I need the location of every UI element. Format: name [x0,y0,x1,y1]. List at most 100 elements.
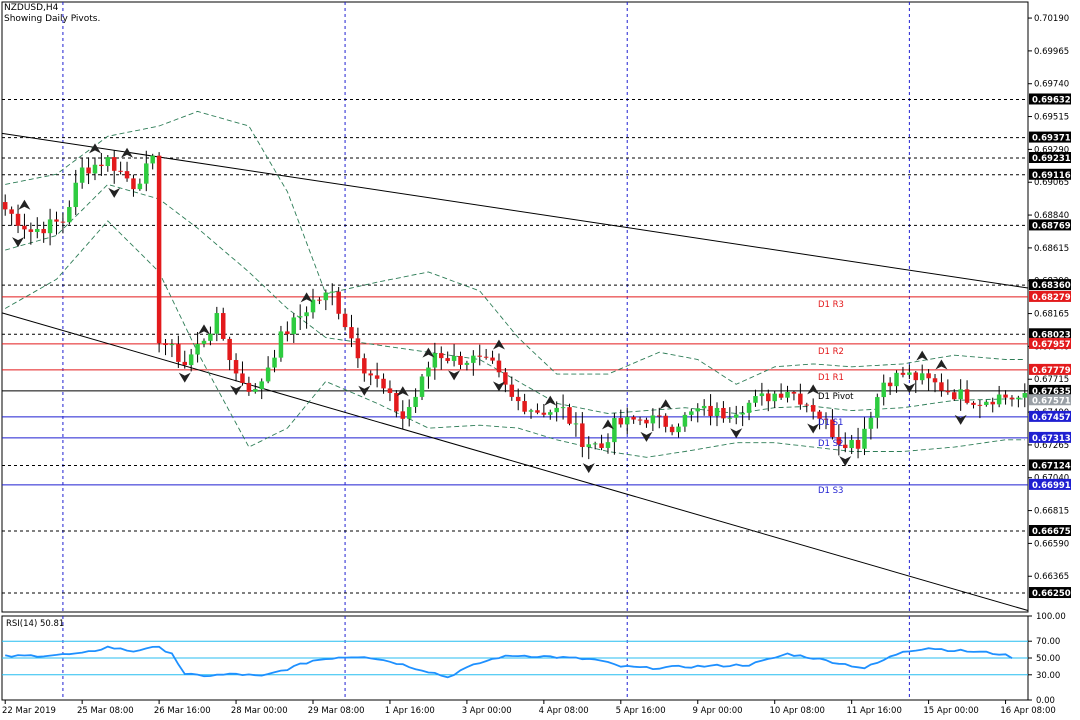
time-label: 22 Mar 2019 [2,706,56,716]
candle-bull [137,183,143,190]
rsi-tick-label: 100.00 [1036,612,1066,622]
candle-bear [887,382,893,387]
price-badge-bg [1029,525,1071,537]
candle-bull [695,408,701,412]
candle-bear [990,401,995,405]
price-badge-bg [1029,459,1071,471]
candle-bear [766,393,771,402]
candle-bull [682,414,688,427]
fractal-up-arrow [601,419,614,430]
pivot-lines [2,98,1028,594]
price-tick-label: 0.66365 [1034,572,1069,582]
rsi-tick-label: 30.00 [1036,671,1060,681]
fractal-down-arrow [230,385,243,396]
candle-bear [285,331,290,335]
candle-bear [637,419,643,421]
price-badge: 0.67457 [1032,413,1071,423]
price-badge: 0.68360 [1032,281,1071,291]
envelope-upper [5,110,1025,385]
time-label: 5 Apr 16:00 [616,706,666,716]
candle-bull [304,312,309,317]
price-tick-label: 0.66590 [1034,539,1069,549]
fractal-down-arrow [492,381,505,392]
pivot-labels: D1 R3 D1 R2 D1 R1 D1 Pivot D1 S1 D1 S2 D1 S3 [818,300,854,496]
candle-bear [111,157,117,171]
price-tick-label: 0.67715 [1034,375,1069,385]
candle-bear [708,405,713,417]
candle-bear [41,228,46,234]
price-badge-bg [1029,131,1071,143]
rsi-label: RSI(14) 50.81 [6,619,64,629]
candle-bear [124,171,130,179]
price-axis: 0.70190 0.69965 0.69740 0.69515 0.69290 0.690… [1028,14,1071,599]
time-label: 26 Mar 16:00 [154,706,211,716]
envelope-bands [4,110,1025,458]
candle-bull [419,376,425,397]
candle-bear [368,373,373,376]
price-badge: 0.68279 [1032,293,1071,303]
candle-bull [259,381,264,390]
candle-bull [426,367,431,377]
fractal-down-arrow [954,414,967,425]
candle-bull [689,411,694,415]
price-badge-bg [1029,363,1071,375]
candle-bull [47,219,53,234]
time-label: 3 Apr 00:00 [462,706,512,716]
candle-bull [195,343,200,355]
price-badge-bg [1029,431,1071,443]
candle-bear [458,355,463,365]
candle-bull [759,393,765,397]
candle-bull [67,207,72,223]
candle-bear [618,418,624,425]
pivot-label-d1-s2: D1 S2 [818,439,843,449]
fractal-arrows [12,143,967,474]
main-frame [1,1,1029,613]
fractal-up-arrow [300,292,313,303]
candle-bull [554,407,559,413]
candle-bull [772,393,777,402]
candle-bull [464,362,470,365]
price-badge-bg [1029,219,1071,231]
candle-bear [246,382,252,392]
candle-bull [272,357,277,368]
candle-bull [958,389,963,400]
candle-bear [503,372,508,385]
price-badge: 0.67571 [1032,396,1071,406]
candle-bear [657,415,662,417]
time-label: 4 Apr 08:00 [539,706,589,716]
time-label: 1 Apr 16:00 [385,706,435,716]
time-label: 10 Apr 08:00 [770,706,825,716]
candle-bear [926,373,931,379]
candle-bear [163,343,168,346]
candle-bear [817,411,822,419]
candle-bull [714,407,720,417]
price-badge: 0.67313 [1032,434,1071,444]
fractal-up-arrow [916,350,929,361]
candle-bear [977,404,983,406]
price-badge-bg [1029,328,1071,340]
time-label: 9 Apr 00:00 [693,706,743,716]
candle-bear [483,356,489,358]
price-tick-label: 0.70190 [1034,14,1069,24]
candle-bear [541,412,547,415]
channel-upper-line [1,132,1029,289]
candle-bull [169,344,175,346]
candle-bear [1003,394,1008,398]
candle-bear [490,357,495,361]
fractal-down-arrow [807,423,820,434]
time-label: 15 Apr 00:00 [923,706,978,716]
candle-bear [913,372,919,381]
candle-bear [394,393,399,412]
fractal-up-arrow [544,395,557,406]
candle-bear [220,313,226,339]
candle-bear [54,219,59,222]
fractal-down-arrow [448,370,461,381]
candle-bear [971,402,976,405]
price-badge: 0.68023 [1032,330,1071,340]
candle-bull [868,417,874,429]
rsi-tick-label: 50.00 [1036,654,1060,664]
price-tick-label: 0.67040 [1034,474,1069,484]
price-badge-bg [1029,152,1071,164]
price-badge-bg [1029,478,1071,490]
